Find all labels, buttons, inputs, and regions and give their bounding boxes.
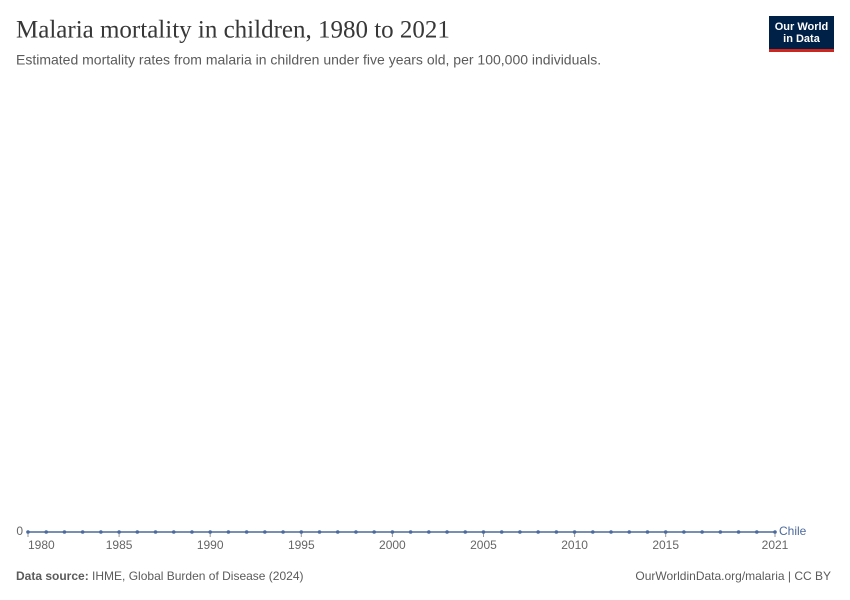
x-tick-label: 1995 [288, 538, 315, 552]
chart-title: Malaria mortality in children, 1980 to 2… [16, 17, 450, 44]
point [390, 530, 395, 534]
point [536, 530, 540, 534]
point [736, 530, 741, 534]
point [26, 530, 30, 534]
point [80, 530, 85, 534]
x-tick-label: 1990 [197, 538, 224, 552]
point [572, 530, 577, 534]
x-tick-label: 2021 [762, 538, 789, 552]
point [226, 530, 231, 534]
point [518, 530, 522, 534]
point [609, 530, 613, 534]
y-tick-label: 0 [16, 524, 23, 538]
point [700, 530, 704, 534]
x-tick-label: 1985 [106, 538, 133, 552]
logo[interactable]: Our World in Data [769, 16, 834, 52]
source-text: IHME, Global Burden of Disease (2024) [92, 569, 303, 583]
chart-subtitle: Estimated mortality rates from malaria i… [16, 52, 601, 68]
point [299, 530, 304, 534]
point [427, 530, 431, 534]
point [354, 530, 358, 534]
logo-box[interactable] [769, 16, 834, 49]
point [372, 530, 376, 534]
point [135, 530, 140, 534]
point [754, 530, 759, 534]
point [335, 530, 340, 534]
credit[interactable]: OurWorldinData.org/malaria | CC BY [635, 569, 831, 583]
point [645, 530, 650, 534]
point [663, 530, 668, 534]
source-label: Data source: [16, 569, 89, 583]
x-tick-label: 2000 [379, 538, 406, 552]
point [62, 530, 67, 534]
point [281, 530, 285, 534]
point [244, 530, 249, 534]
point [317, 530, 322, 534]
point [153, 530, 158, 534]
point [718, 530, 723, 534]
point [99, 530, 103, 534]
point [591, 530, 595, 534]
x-tick-label: 2010 [561, 538, 588, 552]
series-label: Chile [779, 524, 807, 538]
point [554, 530, 559, 534]
point [463, 530, 468, 534]
point [208, 530, 212, 534]
point [44, 530, 49, 534]
x-tick-label: 2015 [652, 538, 679, 552]
point [190, 530, 194, 534]
logo-text: Our World [775, 21, 829, 33]
point [171, 530, 176, 534]
point [499, 530, 504, 534]
point [408, 530, 413, 534]
point [263, 530, 267, 534]
x-tick-label: 1980 [28, 538, 55, 552]
point [627, 530, 632, 534]
point [445, 530, 449, 534]
logo-text: in Data [783, 33, 821, 45]
source: Data source: IHME, Global Burden of Dise… [16, 569, 303, 583]
x-tick-label: 2005 [470, 538, 497, 552]
point [481, 530, 486, 534]
point [117, 530, 121, 534]
logo-bar [769, 49, 834, 52]
point [682, 530, 686, 534]
point [773, 530, 777, 534]
